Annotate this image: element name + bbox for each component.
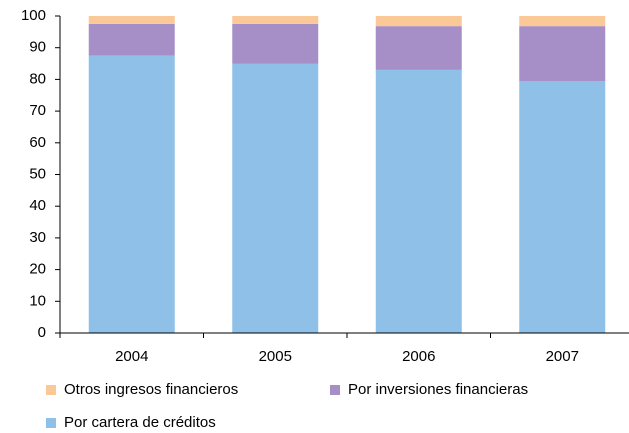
y-tick-label: 30 (29, 229, 46, 246)
bar-segment (232, 63, 319, 333)
bar-segment (88, 23, 175, 56)
x-tick-label: 2004 (115, 348, 148, 365)
y-tick-label: 20 (29, 261, 46, 278)
bar-segment (232, 23, 319, 64)
bar-segment (88, 16, 175, 24)
bar-segment (375, 26, 462, 70)
bar-segment (375, 69, 462, 333)
y-tick-label: 60 (29, 134, 46, 151)
legend-label: Otros ingresos financieros (64, 381, 238, 398)
legend-swatch (46, 418, 56, 428)
y-tick-label: 40 (29, 197, 46, 214)
y-tick-label: 70 (29, 102, 46, 119)
y-tick-label: 50 (29, 165, 46, 182)
bar-segment (232, 16, 319, 24)
bar-segment (519, 26, 606, 81)
legend-label: Por cartera de créditos (64, 414, 216, 431)
x-tick-label: 2006 (402, 348, 435, 365)
legend-label: Por inversiones financieras (348, 381, 528, 398)
bar-segment (88, 55, 175, 333)
y-tick-label: 10 (29, 292, 46, 309)
legend-swatch (330, 385, 340, 395)
x-tick-label: 2007 (546, 348, 579, 365)
y-tick-label: 0 (38, 324, 46, 341)
legend-swatch (46, 385, 56, 395)
x-tick-label: 2005 (259, 348, 292, 365)
bar-segment (375, 16, 462, 27)
y-tick-label: 100 (21, 7, 46, 24)
y-tick-label: 90 (29, 39, 46, 56)
y-tick-label: 80 (29, 70, 46, 87)
bar-segment (519, 16, 606, 27)
bar-segment (519, 80, 606, 333)
